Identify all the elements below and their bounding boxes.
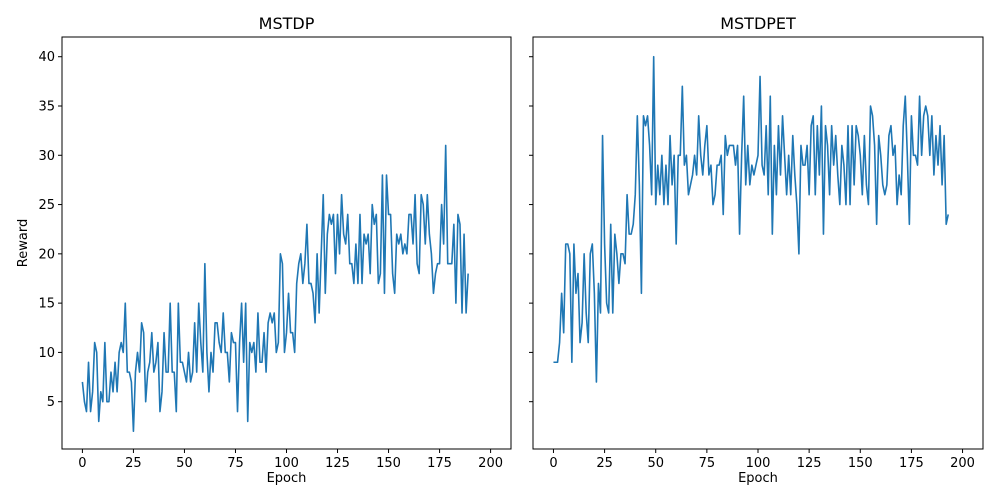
- mstdpet-x-tick-label: 100: [746, 456, 771, 471]
- mstdpet-reward-line: [553, 55, 950, 383]
- mstdp-y-tick-label: 25: [38, 198, 55, 213]
- mstdp-y-tick-label: 40: [38, 50, 55, 65]
- mstdp-x-tick-label: 50: [176, 456, 193, 471]
- mstdp-x-tick-label: 150: [376, 456, 401, 471]
- mstdp-x-tick-label: 75: [227, 456, 244, 471]
- mstdp-x-tick-label: 175: [427, 456, 452, 471]
- mstdpet-x-tick-label: 25: [596, 456, 613, 471]
- mstdp-x-tick-label: 25: [125, 456, 142, 471]
- mstdp-y-tick-label: 20: [38, 247, 55, 262]
- mstdp-y-tick-label: 35: [38, 99, 55, 114]
- mstdp-reward-line: [81, 144, 469, 433]
- mstdpet-title: MSTDPET: [720, 14, 796, 33]
- mstdpet-x-tick-label: 150: [848, 456, 873, 471]
- mstdp-y-tick-label: 15: [38, 297, 55, 312]
- mstdp-y-tick-label: 30: [38, 149, 55, 164]
- mstdp-x-tick-label: 125: [325, 456, 350, 471]
- mstdp-x-axis-label: Epoch: [267, 471, 307, 486]
- mstdp-x-tick-label: 200: [478, 456, 503, 471]
- mstdpet-x-tick-label: 75: [699, 456, 716, 471]
- mstdpet-x-tick-label: 175: [899, 456, 924, 471]
- mstdpet-panel: MSTDPET Epoch 0 25 50 75 100 125 150 175 200: [529, 14, 984, 486]
- mstdp-title: MSTDP: [259, 14, 315, 33]
- mstdp-y-axis-label: Reward: [16, 219, 31, 267]
- mstdp-x-tick-label: 100: [274, 456, 299, 471]
- mstdpet-x-tick-label: 0: [549, 456, 557, 471]
- mstdpet-x-tick-label: 200: [950, 456, 975, 471]
- mstdp-y-tick-label: 10: [38, 346, 55, 361]
- mstdpet-x-tick-label: 125: [797, 456, 822, 471]
- mstdpet-x-tick-label: 50: [647, 456, 664, 471]
- mstdpet-x-axis-label: Epoch: [738, 471, 778, 486]
- mstdp-y-tick-label: 5: [47, 395, 55, 410]
- mstdp-x-tick-label: 0: [78, 456, 86, 471]
- mstdp-panel: MSTDP Epoch Reward 0 25 50 75 100 125 150 175 20…: [16, 14, 512, 486]
- mstdpet-plot-frame: [532, 36, 984, 450]
